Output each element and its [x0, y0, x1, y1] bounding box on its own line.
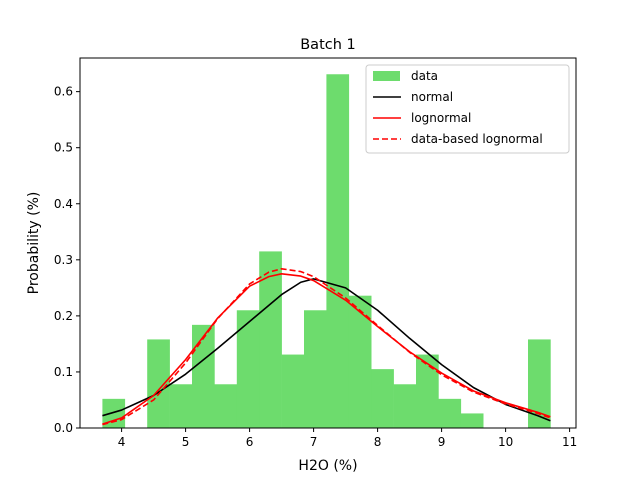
y-axis-label: Probability (%)	[26, 192, 42, 295]
x-tick-label: 6	[246, 435, 254, 449]
legend-label: data-based lognormal	[411, 132, 543, 146]
x-tick-label: 5	[182, 435, 190, 449]
histogram-bar	[416, 354, 439, 428]
histogram-bar	[259, 251, 282, 428]
x-tick-label: 10	[498, 435, 513, 449]
x-tick-label: 8	[374, 435, 382, 449]
chart-title: Batch 1	[300, 37, 356, 53]
histogram-bar	[169, 384, 193, 428]
y-tick-label: 0.1	[54, 365, 73, 379]
legend-label: lognormal	[411, 111, 471, 125]
histogram-bars	[102, 74, 551, 429]
legend-label: data	[411, 69, 438, 83]
x-tick-label: 4	[118, 435, 126, 449]
histogram-bar	[214, 384, 238, 428]
x-axis-label: H2O (%)	[298, 458, 357, 474]
x-axis-ticks: 4 5 6 7 8 9 10 11	[118, 428, 577, 449]
axes-frame	[79, 57, 577, 429]
y-tick-label: 0.4	[54, 197, 73, 211]
x-tick-label: 7	[310, 435, 318, 449]
series-line-data-based-lognormal	[102, 267, 551, 426]
histogram-bar	[102, 398, 126, 428]
histogram-bar	[371, 369, 394, 428]
y-tick-label: 0.0	[54, 421, 73, 435]
histogram-bar	[236, 310, 260, 428]
y-tick-label: 0.6	[54, 85, 73, 99]
histogram-bar	[192, 324, 215, 428]
legend: data normal lognormal data-based lognormal	[365, 64, 570, 154]
histogram-bar	[326, 74, 350, 429]
legend-label: normal	[411, 90, 453, 104]
y-tick-label: 0.2	[54, 309, 73, 323]
legend-swatch-data	[373, 71, 400, 81]
fit-curves	[102, 267, 551, 426]
y-tick-label: 0.3	[54, 253, 73, 267]
y-axis-ticks: 0.0 0.1 0.2 0.3 0.4 0.5 0.6	[54, 85, 80, 435]
histogram-bar	[348, 295, 372, 428]
histogram-bar	[393, 384, 417, 428]
histogram-bar	[528, 339, 551, 428]
series-line-normal	[102, 278, 551, 422]
histogram-bar	[438, 398, 462, 428]
histogram-bar	[281, 354, 305, 428]
histogram-bar	[147, 339, 170, 428]
y-tick-label: 0.5	[54, 141, 73, 155]
series-line-lognormal	[102, 273, 551, 425]
x-tick-label: 11	[562, 435, 577, 449]
legend-box	[365, 64, 570, 154]
histogram-bar	[304, 310, 327, 428]
x-tick-label: 9	[438, 435, 446, 449]
histogram-bar	[460, 413, 484, 428]
